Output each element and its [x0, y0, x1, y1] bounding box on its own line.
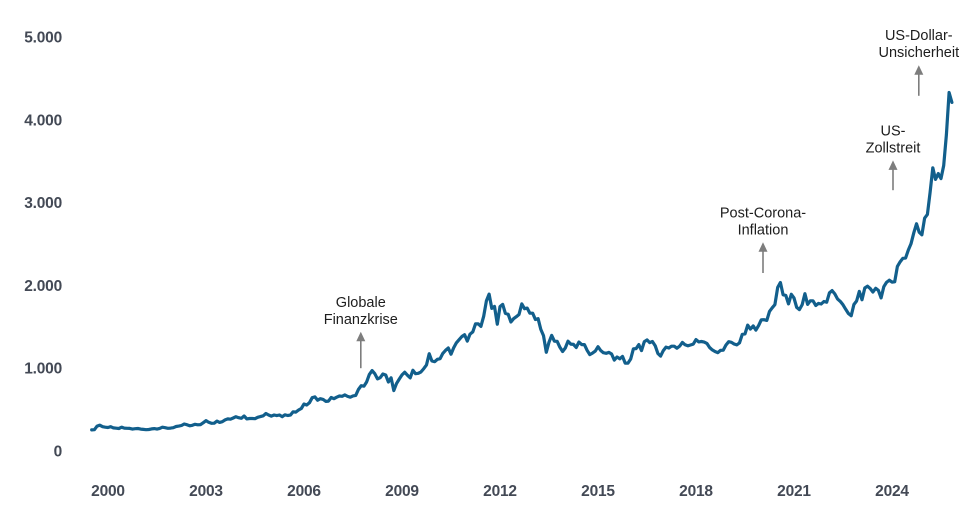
us-zollstreit-arrow-head-icon [888, 160, 898, 170]
y-axis-tick-label: 4.000 [24, 112, 62, 129]
globale-finanzkrise-annotation-label: Globale Finanzkrise [324, 295, 398, 328]
post-corona-inflation-annotation-label: Post-Corona-Inflation [720, 205, 806, 238]
us-zollstreit-annotation-label: US-Zollstreit [866, 123, 921, 156]
globale-finanzkrise-arrow-head-icon [356, 331, 366, 342]
x-axis-tick-label: 2015 [581, 483, 615, 500]
us-dollar-unsicherheit-annotation-label: US-Dollar-Unsicherheit [879, 28, 960, 61]
x-axis-tick-label: 2003 [189, 483, 223, 500]
y-axis-tick-label: 5.000 [24, 30, 62, 47]
x-axis-tick-label: 2006 [287, 483, 321, 500]
x-axis-tick-label: 2009 [385, 483, 419, 500]
us-dollar-unsicherheit-arrow-head-icon [914, 65, 924, 75]
x-axis-tick-label: 2024 [875, 483, 909, 500]
y-axis-tick-label: 0 [54, 444, 62, 461]
x-axis-tick-label: 2000 [91, 483, 125, 500]
gold-price-line [90, 90, 954, 432]
x-axis-tick-label: 2018 [679, 483, 713, 500]
x-axis-tick-label: 2021 [777, 483, 811, 500]
y-axis-tick-label: 3.000 [24, 195, 62, 212]
x-axis-tick-label: 2012 [483, 483, 517, 500]
y-axis-tick-label: 2.000 [24, 278, 62, 295]
y-axis-tick-label: 1.000 [24, 361, 62, 378]
post-corona-inflation-arrow-head-icon [758, 242, 768, 252]
